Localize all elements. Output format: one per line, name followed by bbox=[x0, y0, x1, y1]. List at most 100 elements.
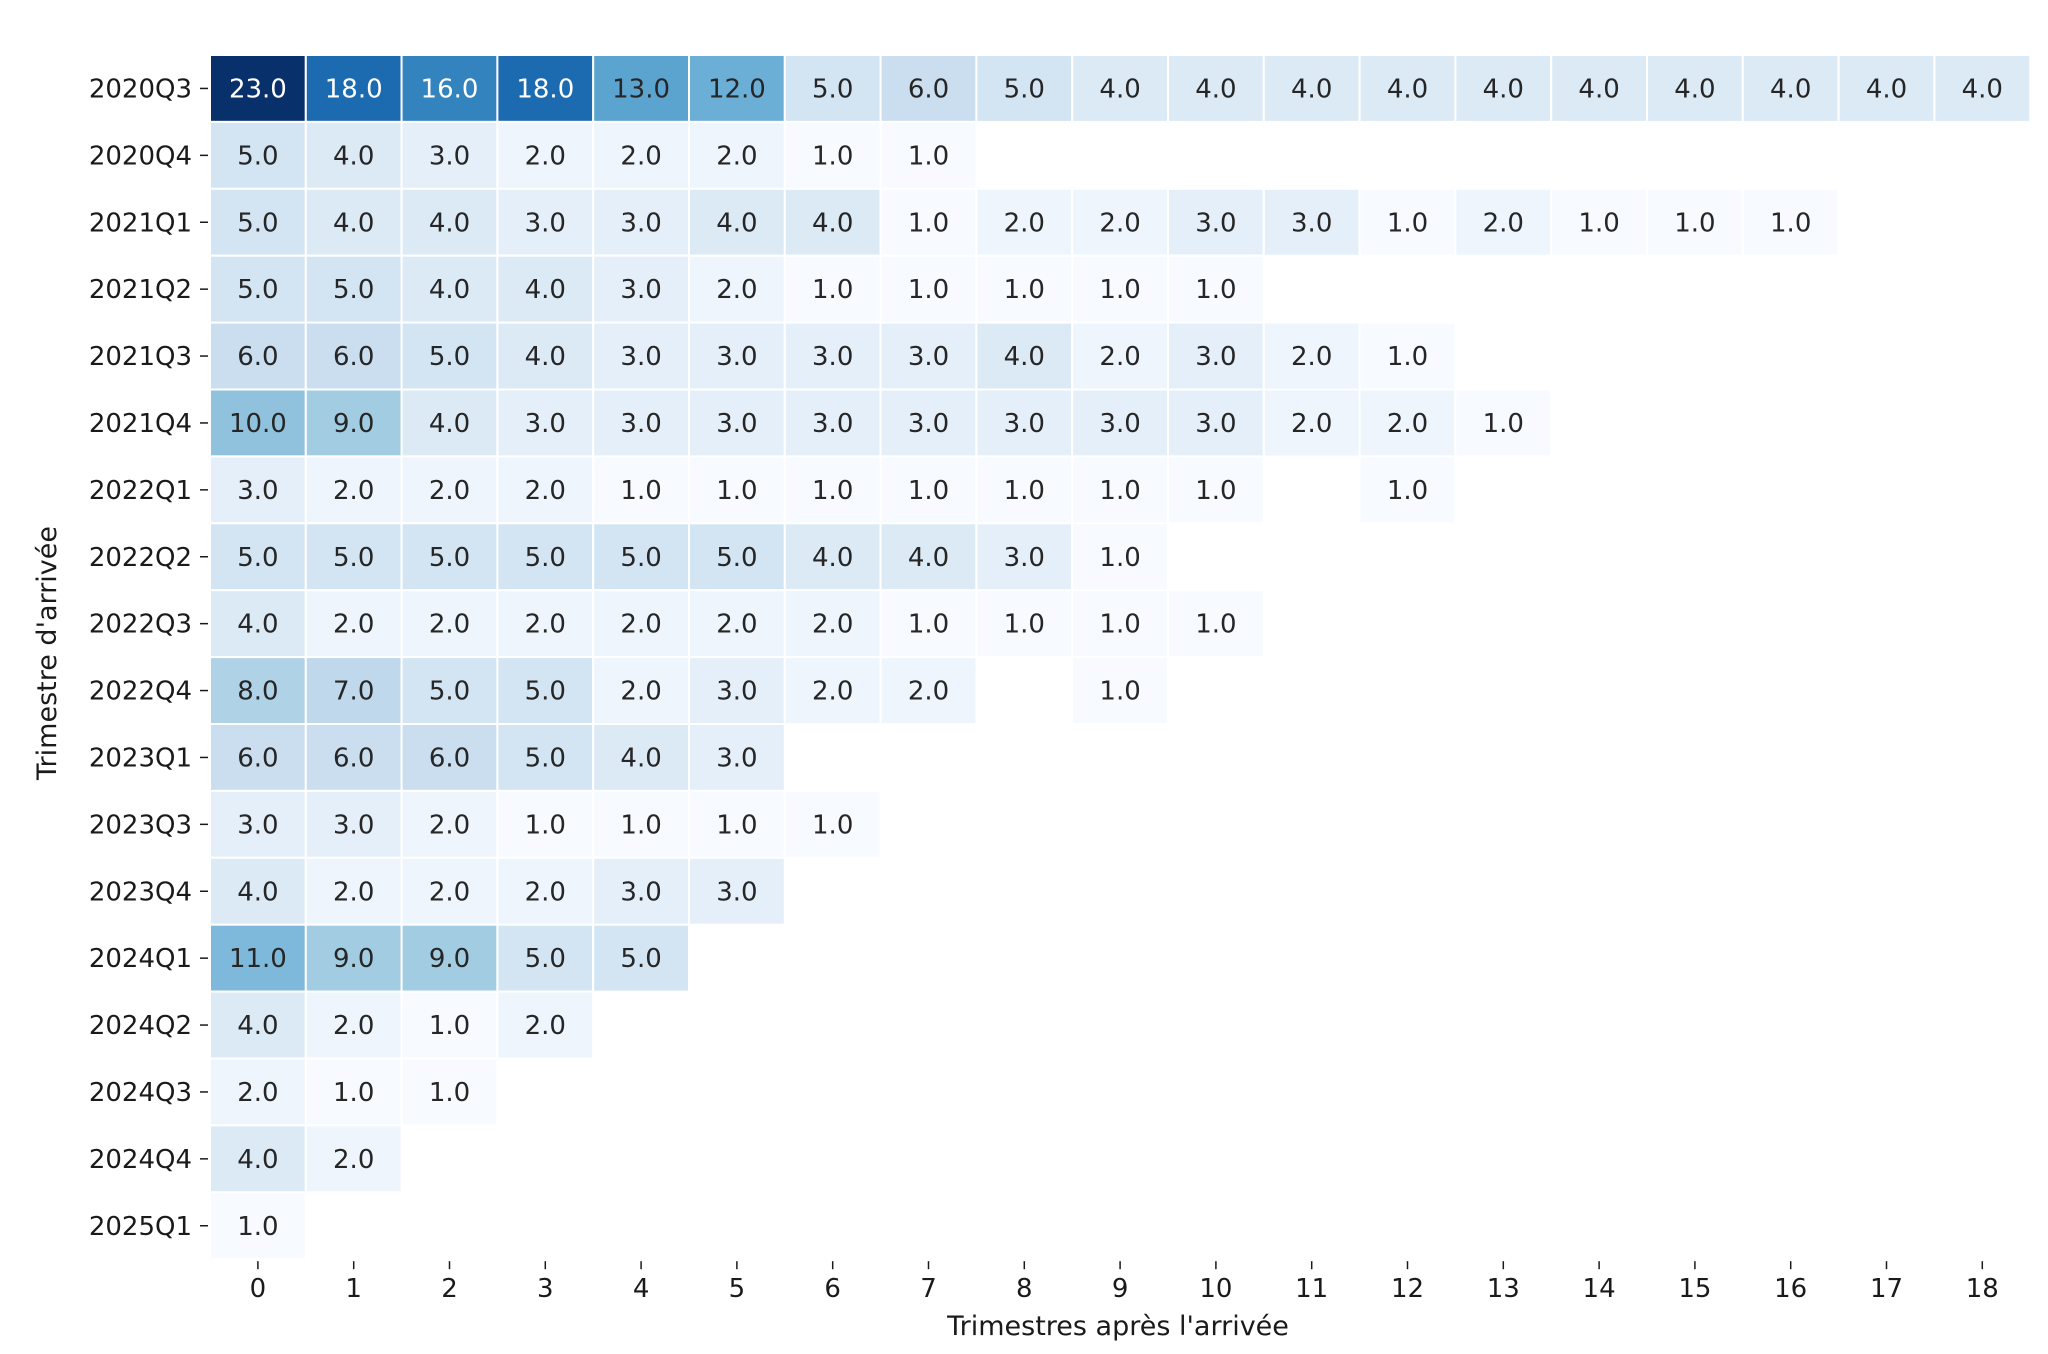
heatmap-cell bbox=[783, 656, 882, 725]
heatmap-cell bbox=[1167, 321, 1265, 391]
heatmap-cell bbox=[1167, 388, 1265, 458]
cell-value-label: 1.0 bbox=[1004, 610, 1045, 640]
heatmap-cell bbox=[879, 120, 978, 190]
heatmap-cell bbox=[975, 254, 1074, 324]
x-tick-label: 0 bbox=[250, 1274, 267, 1304]
cell-value-label: 2.0 bbox=[429, 476, 470, 506]
cell-value-label: 3.0 bbox=[237, 810, 278, 840]
cell-value-label: 1.0 bbox=[429, 1078, 470, 1108]
cell-value-label: 12.0 bbox=[708, 74, 766, 104]
cell-value-label: 1.0 bbox=[620, 476, 661, 506]
heatmap-cell bbox=[1071, 522, 1169, 592]
cell-value-label: 2.0 bbox=[429, 877, 470, 907]
heatmap-cell bbox=[688, 254, 786, 324]
cell-value-label: 9.0 bbox=[333, 944, 374, 974]
heatmap-cell bbox=[783, 455, 882, 525]
cell-value-label: 1.0 bbox=[1387, 208, 1428, 238]
heatmap-cell bbox=[688, 321, 786, 391]
heatmap-cell bbox=[496, 120, 595, 190]
cell-value-label: 2.0 bbox=[620, 141, 661, 171]
cell-value-label: 2.0 bbox=[525, 877, 566, 907]
x-tick-label: 15 bbox=[1678, 1274, 1711, 1304]
heatmap-cell bbox=[496, 388, 595, 458]
heatmap-cell bbox=[400, 656, 499, 725]
cell-value-label: 1.0 bbox=[620, 810, 661, 840]
y-tick-label: 2022Q1 bbox=[89, 476, 192, 506]
cell-value-label: 4.0 bbox=[1962, 74, 2003, 104]
heatmap-cell bbox=[209, 656, 307, 725]
cell-value-label: 1.0 bbox=[1195, 610, 1236, 640]
cell-value-label: 4.0 bbox=[1004, 342, 1045, 372]
heatmap-cell bbox=[304, 455, 403, 525]
heatmap-cell bbox=[400, 254, 499, 324]
heatmap-cell bbox=[209, 388, 307, 458]
cell-value-label: 4.0 bbox=[716, 208, 757, 238]
cell-value-label: 1.0 bbox=[716, 476, 757, 506]
cell-value-label: 5.0 bbox=[812, 74, 853, 104]
heatmap-cell bbox=[304, 923, 403, 993]
heatmap-cell bbox=[304, 856, 403, 926]
heatmap-cell bbox=[400, 990, 499, 1060]
y-tick-label: 2021Q4 bbox=[89, 409, 192, 439]
heatmap-cell bbox=[400, 1057, 499, 1127]
x-tick-label: 18 bbox=[1966, 1274, 1999, 1304]
cell-value-label: 1.0 bbox=[908, 208, 949, 238]
x-tick-label: 11 bbox=[1295, 1274, 1328, 1304]
cell-value-label: 4.0 bbox=[429, 208, 470, 238]
heatmap-cell bbox=[304, 723, 403, 792]
cell-value-label: 5.0 bbox=[1004, 74, 1045, 104]
cell-value-label: 4.0 bbox=[1674, 74, 1715, 104]
heatmap-cell bbox=[1454, 187, 1553, 257]
cell-value-label: 9.0 bbox=[429, 944, 470, 974]
cell-value-label: 5.0 bbox=[429, 342, 470, 372]
y-axis-label: Trimestre d'arrivée bbox=[32, 526, 63, 781]
cell-value-label: 13.0 bbox=[612, 74, 670, 104]
y-tick-label: 2024Q1 bbox=[89, 944, 192, 974]
heatmap-cell bbox=[1167, 455, 1265, 525]
cell-value-label: 1.0 bbox=[1099, 610, 1140, 640]
x-tick-label: 14 bbox=[1583, 1274, 1616, 1304]
cell-value-label: 5.0 bbox=[429, 677, 470, 707]
heatmap-cell bbox=[496, 723, 595, 792]
heatmap-cell bbox=[1454, 388, 1553, 458]
cell-value-label: 5.0 bbox=[716, 543, 757, 573]
heatmap-cell bbox=[1358, 187, 1457, 257]
heatmap-cell bbox=[304, 388, 403, 458]
heatmap-cell bbox=[688, 856, 786, 926]
heatmap-cell bbox=[1550, 187, 1648, 257]
cell-value-label: 5.0 bbox=[333, 275, 374, 305]
cell-value-label: 3.0 bbox=[237, 476, 278, 506]
cell-value-label: 7.0 bbox=[333, 677, 374, 707]
heatmap-cell bbox=[592, 856, 691, 926]
x-tick-label: 5 bbox=[729, 1274, 746, 1304]
cell-value-label: 2.0 bbox=[716, 141, 757, 171]
y-tick-label: 2023Q4 bbox=[89, 877, 192, 907]
cell-value-label: 2.0 bbox=[1099, 342, 1140, 372]
cell-value-label: 2.0 bbox=[1004, 208, 1045, 238]
heatmap-cell bbox=[975, 187, 1074, 257]
cell-value-label: 6.0 bbox=[237, 743, 278, 773]
y-tick-label: 2022Q2 bbox=[89, 543, 192, 573]
heatmap-cell bbox=[304, 1124, 403, 1194]
heatmap-cell bbox=[400, 522, 499, 592]
cell-value-label: 1.0 bbox=[812, 476, 853, 506]
heatmap-cell bbox=[975, 321, 1074, 391]
cell-value-label: 4.0 bbox=[429, 275, 470, 305]
heatmap-cell bbox=[496, 589, 595, 659]
cell-value-label: 2.0 bbox=[1099, 208, 1140, 238]
heatmap-cell bbox=[592, 723, 691, 792]
cell-value-label: 10.0 bbox=[229, 409, 287, 439]
cell-value-label: 2.0 bbox=[525, 141, 566, 171]
cell-value-label: 4.0 bbox=[812, 208, 853, 238]
cell-value-label: 1.0 bbox=[812, 141, 853, 171]
cell-value-label: 2.0 bbox=[333, 476, 374, 506]
heatmap-cell bbox=[1933, 54, 2032, 123]
x-axis-label: Trimestres après l'arrivée bbox=[946, 1311, 1289, 1342]
cell-value-label: 4.0 bbox=[237, 1011, 278, 1041]
cell-value-label: 2.0 bbox=[812, 677, 853, 707]
heatmap-cell bbox=[304, 522, 403, 592]
heatmap-cell bbox=[592, 923, 691, 993]
cell-value-label: 2.0 bbox=[1387, 409, 1428, 439]
cell-value-label: 4.0 bbox=[1291, 74, 1332, 104]
x-tick-label: 1 bbox=[345, 1274, 362, 1304]
